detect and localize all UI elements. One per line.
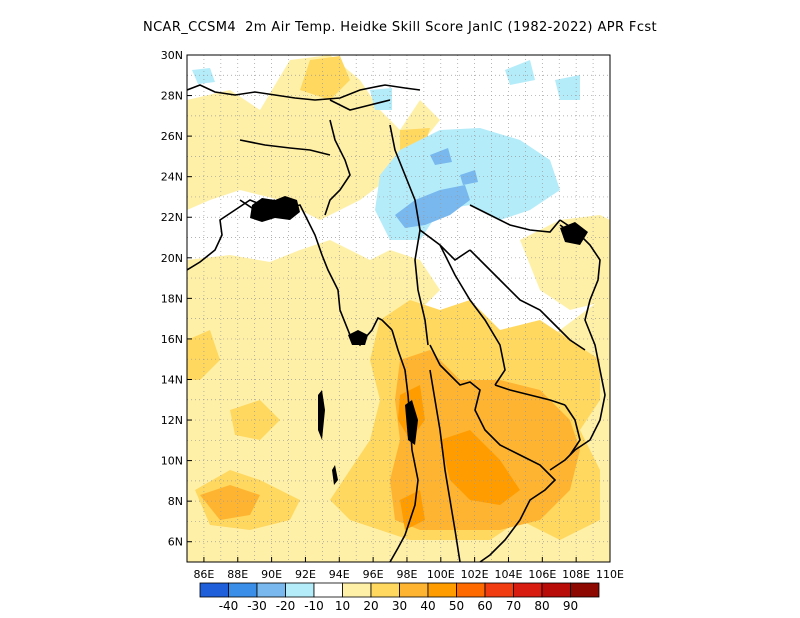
lat-label: 12N (161, 414, 183, 427)
colorbar-swatch (570, 582, 600, 598)
andaman-islands (318, 390, 325, 440)
colorbar-label: -20 (276, 599, 296, 613)
border-thai-cambodia (494, 384, 566, 406)
mergui-archipelago (405, 400, 418, 445)
border-india-myanmar (324, 119, 351, 216)
lat-label: 30N (161, 49, 183, 62)
border-myanmar-east (389, 124, 471, 262)
coast-malay-east (429, 369, 461, 562)
lat-label: 24N (161, 171, 183, 184)
colorbar-swatch (427, 582, 457, 598)
colorbar-label: 70 (506, 599, 521, 613)
colorbar-label: 40 (420, 599, 435, 613)
border-india-bd (239, 139, 331, 156)
shade-blue-small2 (460, 170, 478, 185)
colorbar: -40 -30 -20 -10 10 20 30 40 50 60 70 80 90 (199, 582, 600, 613)
colorbar-swatch (285, 582, 315, 598)
chart-title: NCAR_CCSM4 2m Air Temp. Heidke Skill Sco… (142, 20, 658, 35)
coast-gulf-thailand (429, 344, 557, 562)
lon-label: 108E (562, 568, 590, 581)
lon-label: 102E (461, 568, 489, 581)
grid-lines (187, 55, 610, 562)
shade-blue-core (395, 185, 470, 228)
lat-label: 6N (168, 536, 183, 549)
colorbar-label: -10 (304, 599, 324, 613)
lat-label: 26N (161, 130, 183, 143)
colorbar-label: -30 (247, 599, 267, 613)
lat-label: 10N (161, 455, 183, 468)
lat-label: 28N (161, 90, 183, 103)
coastlines (187, 84, 606, 562)
shade-light-blue-nw (192, 68, 215, 84)
lon-label: 96E (363, 568, 384, 581)
colorbar-swatch (313, 582, 343, 598)
shade-blue-small (430, 148, 452, 165)
skill-shading (187, 55, 610, 562)
colorbar-label: 30 (392, 599, 407, 613)
lat-label: 22N (161, 211, 183, 224)
shade-yellow-north-1 (300, 56, 350, 100)
border-cambodia-vn (564, 404, 581, 456)
shade-light-yellow-north (187, 55, 440, 220)
border-myanmar-thai (414, 229, 429, 346)
longitude-axis: 86E 88E 90E 92E 94E 96E 98E 100E 102E 104E 106E 108… (193, 557, 624, 581)
latitude-axis: 6N 8N 10N 12N 14N 16N 18N 20N 22N 24N 26N 28N 30N (161, 49, 192, 549)
colorbar-swatch (399, 582, 429, 598)
lon-label: 106E (528, 568, 556, 581)
border-thai-laos (439, 244, 506, 386)
colorbar-label: -40 (219, 599, 239, 613)
lon-label: 110E (596, 568, 624, 581)
colorbar-swatch (513, 582, 543, 598)
lat-label: 16N (161, 333, 183, 346)
shade-light-blue-ne2 (555, 75, 580, 100)
lon-label: 100E (427, 568, 455, 581)
colorbar-label: 80 (534, 599, 549, 613)
shade-light-yellow-east (520, 215, 610, 310)
colorbar-swatch (456, 582, 486, 598)
shade-orange-core (440, 430, 520, 505)
colorbar-swatch (199, 582, 229, 598)
colorbar-label: 20 (363, 599, 378, 613)
colorbar-swatch (541, 582, 571, 598)
lon-label: 98E (396, 568, 417, 581)
shade-light-blue-ne (505, 60, 535, 85)
irrawaddy-delta (348, 330, 368, 345)
colorbar-swatch (370, 582, 400, 598)
colorbar-swatch (256, 582, 286, 598)
shade-yellow-west-coast (187, 330, 220, 380)
nicobar-islands (332, 465, 338, 485)
colorbar-label: 10 (335, 599, 350, 613)
colorbar-label: 90 (563, 599, 578, 613)
coast-thai-west (389, 519, 411, 562)
lat-label: 20N (161, 252, 183, 265)
border-china-south (469, 204, 561, 233)
shade-light-orange-sw (200, 485, 260, 520)
lon-label: 92E (295, 568, 316, 581)
lon-label: 90E (261, 568, 282, 581)
colorbar-swatch (342, 582, 372, 598)
coast-vietnam (549, 219, 606, 471)
colorbar-swatch (484, 582, 514, 598)
lon-label: 104E (495, 568, 523, 581)
lon-label: 94E (329, 568, 350, 581)
shade-light-yellow-center (270, 240, 440, 310)
lat-label: 14N (161, 373, 183, 386)
lat-label: 18N (161, 292, 183, 305)
shade-light-blue-n (370, 88, 392, 110)
colorbar-label: 50 (449, 599, 464, 613)
lon-label: 88E (227, 568, 248, 581)
lat-label: 8N (168, 495, 183, 508)
colorbar-swatch (228, 582, 258, 598)
lon-label: 86E (193, 568, 214, 581)
sundarbans-delta (250, 196, 300, 222)
border-laos (469, 249, 586, 351)
plot-frame (186, 54, 611, 563)
hainan-island (560, 222, 588, 245)
border-bhutan (329, 99, 391, 111)
border-china-north (187, 84, 421, 101)
islands (250, 196, 588, 485)
colorbar-label: 60 (477, 599, 492, 613)
